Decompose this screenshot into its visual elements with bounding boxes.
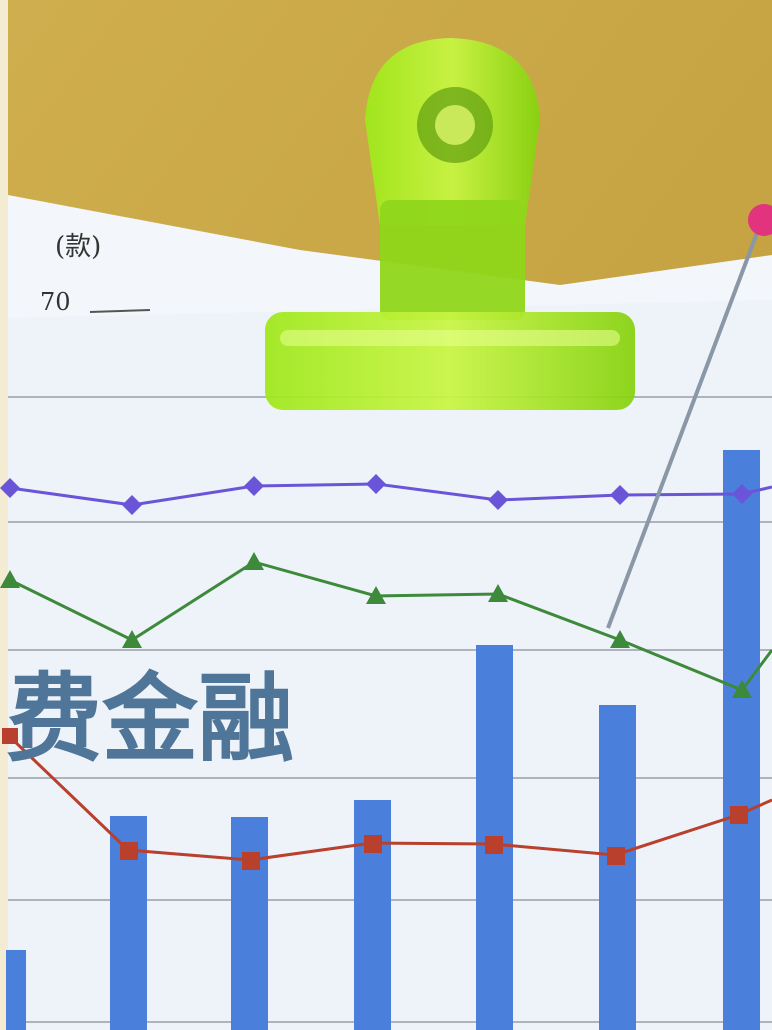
headline: 费金融 [6,663,294,775]
pin-needle [606,224,762,629]
paper-sheet [8,300,772,1030]
purple-line [9,482,772,507]
green-line [9,560,772,692]
red-line [8,735,772,862]
unit-label: (款) [55,232,101,262]
purple-markers [0,474,752,515]
axis-stub [89,309,151,313]
binder-clip [265,38,635,410]
red-markers [2,728,748,870]
pin-head [748,204,772,236]
tick-label: 70 [40,288,71,316]
bars [6,450,760,1030]
